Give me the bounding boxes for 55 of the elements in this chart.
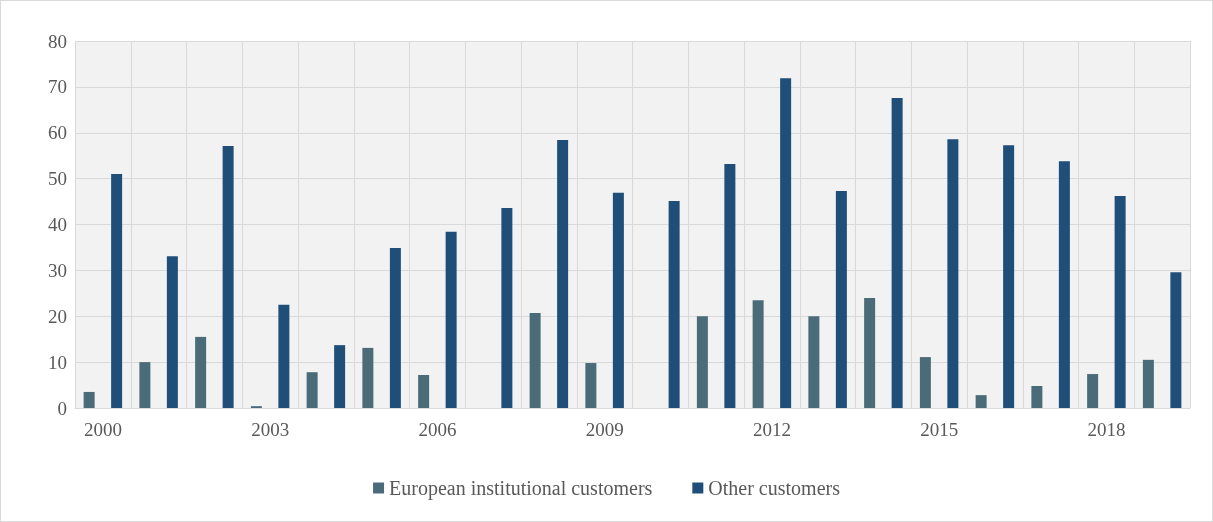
bar bbox=[919, 357, 931, 408]
bar bbox=[222, 146, 234, 408]
x-tick-label: 2009 bbox=[585, 419, 624, 440]
x-tick-label: 2000 bbox=[83, 419, 122, 440]
x-tick-label: 2003 bbox=[251, 419, 290, 440]
x-tick-label: 2018 bbox=[1087, 419, 1126, 440]
bar bbox=[195, 336, 207, 408]
bar bbox=[529, 313, 541, 408]
x-tick-label: 2012 bbox=[752, 419, 791, 440]
y-tick-label: 50 bbox=[48, 168, 67, 190]
x-tick-label: 2006 bbox=[418, 419, 457, 440]
y-tick-label: 30 bbox=[48, 259, 67, 281]
bar bbox=[362, 347, 374, 408]
bar bbox=[1114, 196, 1126, 408]
bar bbox=[334, 345, 346, 408]
bar bbox=[724, 163, 736, 408]
bar bbox=[306, 372, 318, 408]
bar bbox=[864, 297, 876, 408]
bar bbox=[166, 256, 178, 408]
y-tick-label: 0 bbox=[57, 397, 67, 419]
bar bbox=[696, 316, 708, 408]
bar bbox=[808, 316, 820, 408]
y-tick-label: 20 bbox=[48, 305, 67, 327]
bar bbox=[139, 362, 151, 408]
bar bbox=[1087, 374, 1099, 408]
bar bbox=[975, 395, 987, 408]
bar bbox=[83, 391, 95, 408]
bar bbox=[501, 207, 513, 408]
bar bbox=[891, 97, 903, 408]
y-tick-label: 70 bbox=[48, 76, 67, 98]
bar bbox=[445, 231, 457, 408]
bar bbox=[389, 247, 401, 408]
bar bbox=[835, 191, 847, 408]
bar bbox=[780, 78, 792, 408]
y-tick-label: 60 bbox=[48, 122, 67, 144]
bar bbox=[1142, 359, 1154, 408]
y-tick-label: 40 bbox=[48, 214, 67, 235]
y-tick-label: 10 bbox=[48, 351, 67, 373]
bar bbox=[1058, 161, 1070, 408]
y-tick-label: 80 bbox=[48, 30, 67, 52]
bar bbox=[585, 363, 597, 408]
x-tick-label: 2015 bbox=[920, 419, 959, 440]
bar bbox=[1031, 385, 1043, 408]
bar bbox=[1003, 145, 1015, 408]
bar bbox=[612, 192, 624, 408]
bar bbox=[278, 304, 290, 408]
bar bbox=[668, 201, 680, 408]
bar bbox=[111, 174, 123, 408]
bar bbox=[947, 139, 959, 408]
legend-label: European institutional customers bbox=[389, 477, 653, 500]
legend-label: Other customers bbox=[708, 477, 841, 499]
bar bbox=[1170, 272, 1182, 408]
bar bbox=[418, 374, 430, 408]
bar bbox=[752, 300, 764, 408]
bar bbox=[557, 140, 569, 408]
